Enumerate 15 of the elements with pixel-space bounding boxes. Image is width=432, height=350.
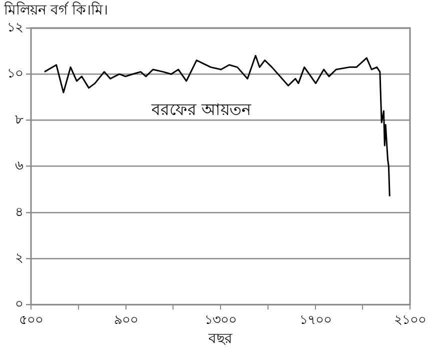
annotation: বরফের আয়তন	[150, 100, 252, 120]
x-tick-label: ৫০০	[19, 312, 43, 328]
y-tick-label: ১২	[7, 20, 23, 36]
x-tick-label: ৯০০	[114, 312, 138, 328]
x-tick-label: ১৭০০	[299, 312, 332, 328]
x-tick-label: ১৩০০	[204, 312, 236, 328]
x-axis-title: বছর	[208, 331, 232, 348]
y-tick-label: ১০	[7, 66, 23, 82]
y-tick-label: ০	[15, 296, 23, 312]
y-axis-title: মিলিয়ন বর্গ কি।মি।	[3, 2, 108, 19]
x-tick-label: ২১০০	[394, 312, 426, 328]
y-tick-label: ৮	[15, 112, 24, 128]
y-tick-label: ২	[15, 250, 23, 266]
y-tick-label: ৬	[15, 158, 24, 174]
y-tick-label: ৪	[15, 204, 23, 220]
